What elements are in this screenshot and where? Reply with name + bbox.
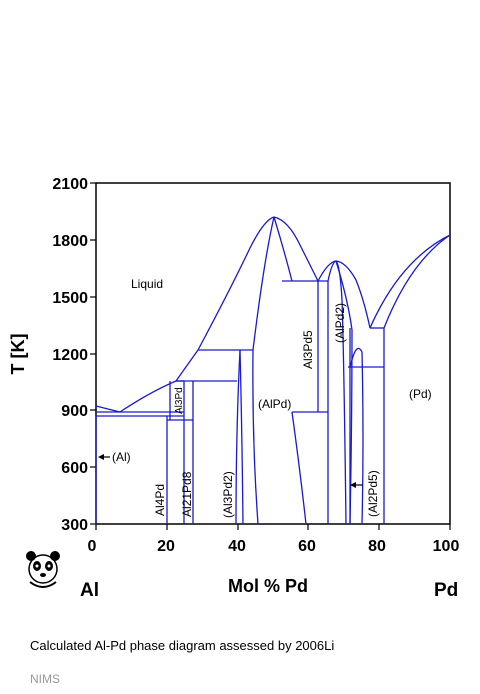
figure-caption: Calculated Al-Pd phase diagram assessed … <box>30 638 335 653</box>
y-axis: 2100 1800 1500 1200 900 600 300 T [K] <box>8 176 96 534</box>
al-liquidus <box>95 380 177 413</box>
al3pd-label: Al3Pd <box>174 387 185 414</box>
x-tick-label: 20 <box>157 538 175 555</box>
al2pd5-label: (Al2Pd5) <box>366 470 380 517</box>
y-tick-label: 1800 <box>52 233 88 250</box>
al3pd2-right <box>239 349 244 525</box>
al3pd5-label: Al3Pd5 <box>301 330 315 369</box>
alpd-solidus-right <box>273 216 293 282</box>
liquid-label: Liquid <box>131 277 163 291</box>
alpd-label: (AlPd) <box>258 397 291 411</box>
al-phase-label: (Al) <box>112 450 131 464</box>
al2pd5-left <box>349 347 364 525</box>
al-arrowhead-icon <box>98 454 104 460</box>
al21pd8-label: Al21Pd8 <box>180 471 194 517</box>
right-element-label: Pd <box>434 580 458 601</box>
pd-solidus <box>383 234 451 329</box>
y-tick-label: 1200 <box>52 347 88 364</box>
al4pd-label: Al4Pd <box>153 484 167 516</box>
x-tick-label: 40 <box>228 538 246 555</box>
organization-label: NIMS <box>30 672 60 686</box>
phase-boundaries <box>95 216 451 525</box>
left-element-label: Al <box>80 580 99 601</box>
x-axis-title: Mol % Pd <box>228 576 308 596</box>
al3pd2-label: (Al3Pd2) <box>221 471 235 518</box>
al3pd2-left <box>235 349 241 525</box>
alpd-liquidus <box>197 216 319 351</box>
y-tick-label: 300 <box>61 517 88 534</box>
y-tick-label: 600 <box>61 460 88 477</box>
alpd-low-right <box>291 411 307 525</box>
y-axis-title: T [K] <box>8 334 28 375</box>
alpd2-liquidus <box>317 260 371 329</box>
y-tick-label: 1500 <box>52 290 88 307</box>
alpd2-label: (AlPd2) <box>333 303 347 343</box>
alpd-solidus-left <box>252 216 275 351</box>
pd-liquidus <box>369 234 451 329</box>
arrows <box>98 454 363 488</box>
al2pd5-arrowhead-icon <box>350 482 356 488</box>
y-tick-label: 2100 <box>52 176 88 193</box>
alpd-low-left <box>252 349 259 525</box>
x-tick-label: 60 <box>298 538 316 555</box>
x-tick-label: 0 <box>88 538 97 555</box>
y-tick-label: 900 <box>61 403 88 420</box>
pd-phase-label: (Pd) <box>409 387 432 401</box>
plot-frame <box>95 182 451 525</box>
alpd2-right <box>335 260 353 525</box>
x-tick-label: 80 <box>368 538 386 555</box>
phase-labels: Liquid (Al) Al3Pd Al4Pd Al21Pd8 (Al3Pd2)… <box>112 277 432 518</box>
liquidus-to-1220 <box>175 349 199 382</box>
x-axis: 0 20 40 60 80 100 Mol % Pd Al Pd <box>80 524 459 601</box>
alpd2-left <box>327 260 347 525</box>
panda-logo-icon <box>26 551 60 588</box>
x-tick-label: 100 <box>433 538 460 555</box>
